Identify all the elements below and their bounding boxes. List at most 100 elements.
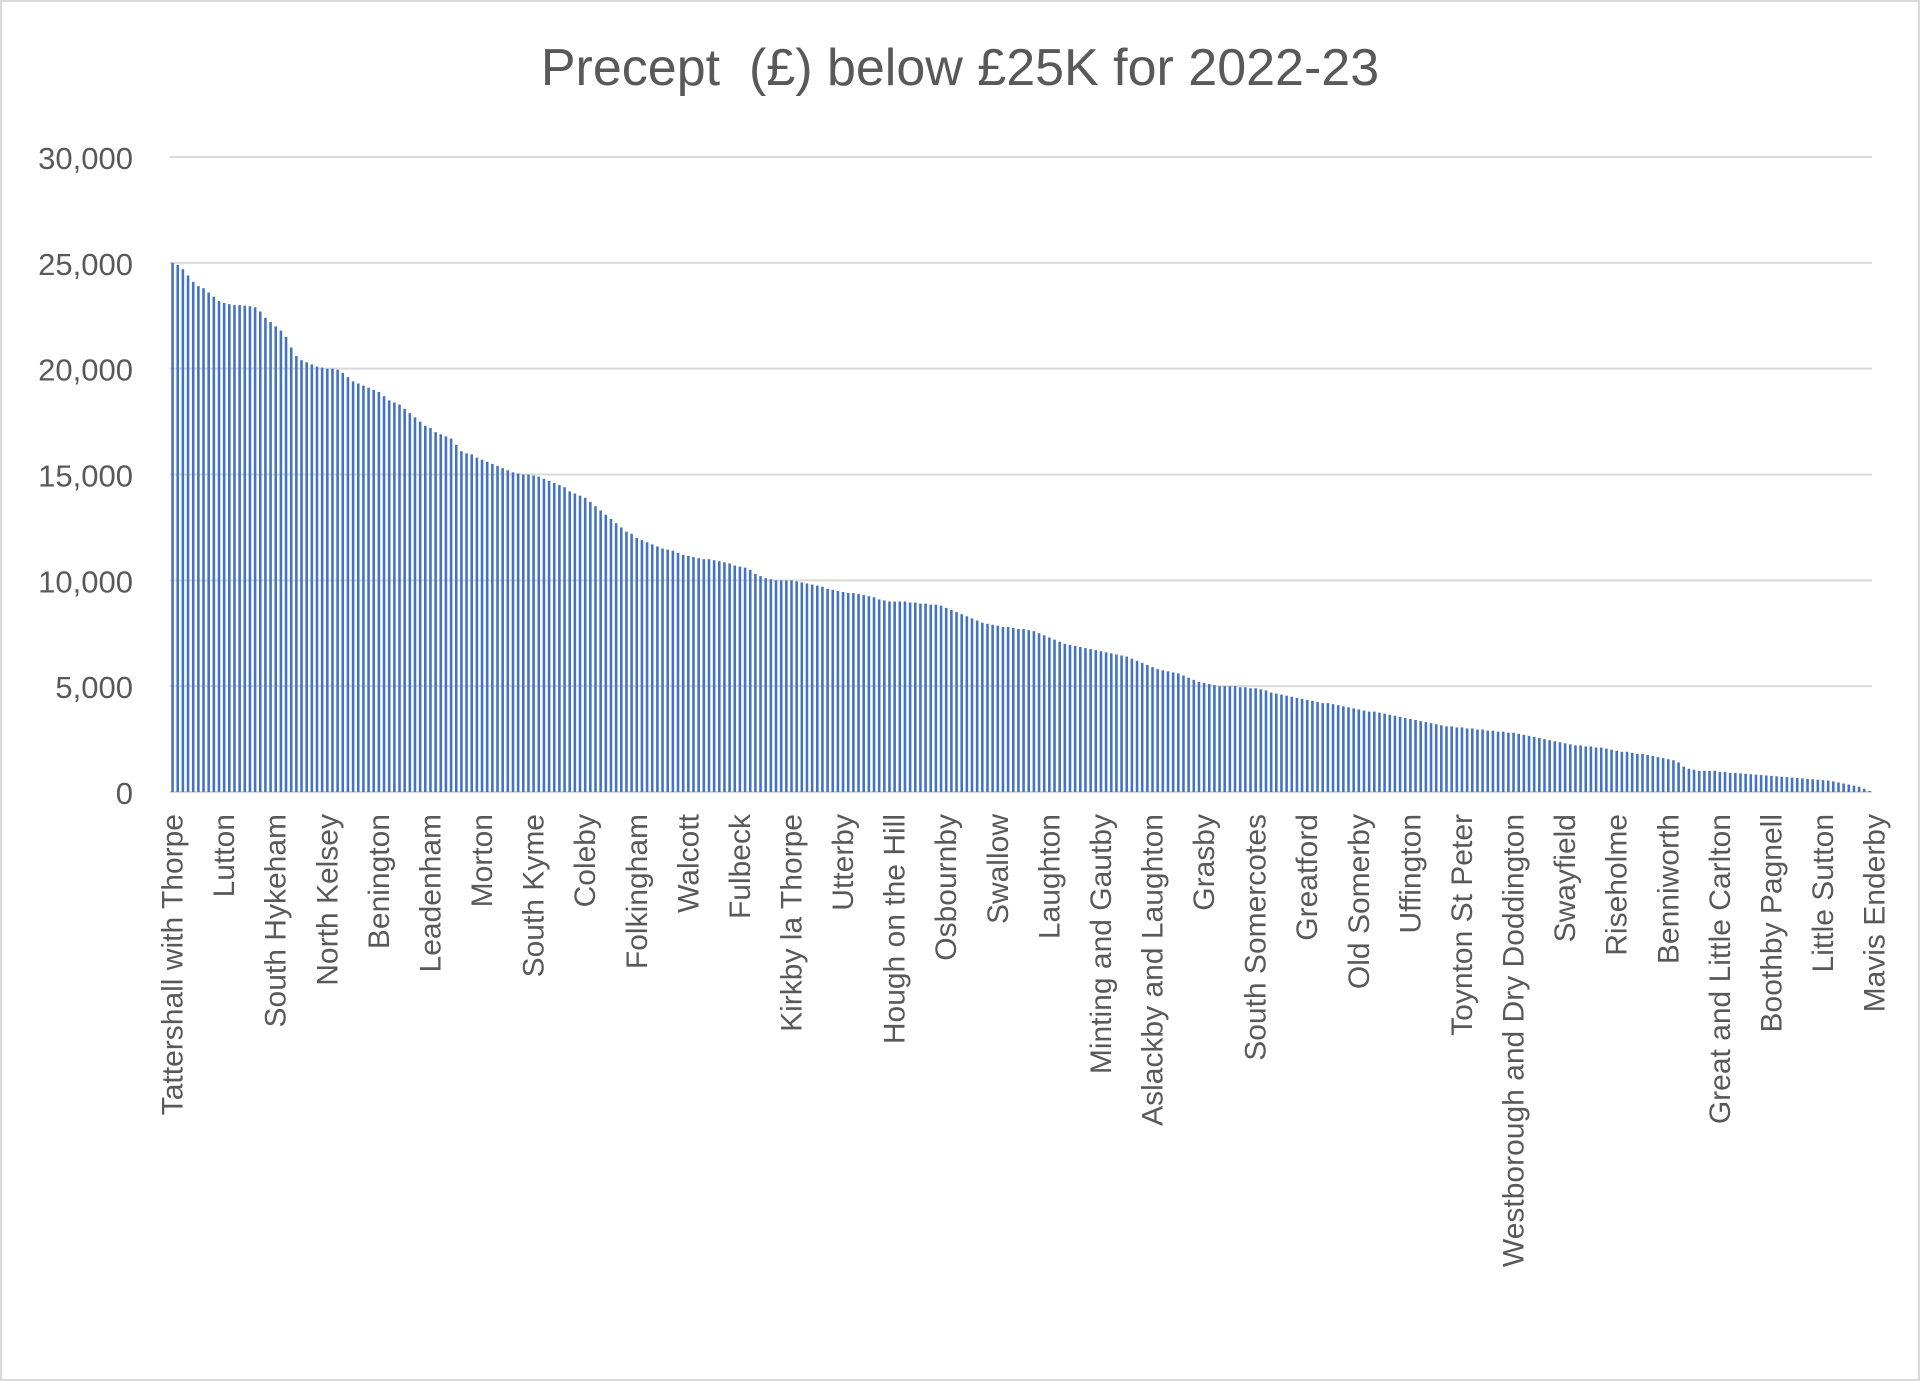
bar	[1847, 784, 1851, 792]
bar	[532, 475, 535, 792]
bar	[228, 304, 231, 792]
bar	[1764, 775, 1768, 792]
bar	[1543, 739, 1546, 792]
bar	[898, 601, 902, 792]
bar	[393, 402, 396, 792]
bar	[650, 544, 654, 792]
bar	[1806, 778, 1809, 792]
bar	[506, 470, 510, 792]
bar	[1770, 775, 1773, 792]
bar	[1393, 715, 1397, 792]
bar	[1780, 776, 1784, 792]
bar	[382, 396, 386, 792]
bar	[1022, 629, 1025, 792]
bar	[1120, 655, 1123, 792]
bar	[1548, 740, 1551, 792]
bar	[1048, 637, 1051, 792]
bar	[305, 362, 308, 792]
bar	[1682, 766, 1686, 792]
bar	[1599, 747, 1603, 792]
x-tick-label: Lutton	[208, 814, 241, 897]
bar	[1156, 669, 1159, 792]
bar	[1094, 650, 1098, 792]
bar	[1584, 746, 1588, 792]
y-axis-tick-labels: 0 5,000 10,000 15,000 20,000 25,000 30,000	[38, 141, 133, 811]
bar	[609, 518, 613, 792]
bar	[661, 548, 664, 792]
bar	[893, 601, 896, 792]
bar	[743, 567, 747, 792]
x-tick-label: Swayfield	[1549, 814, 1582, 942]
bar	[1811, 779, 1814, 792]
bar	[1305, 699, 1309, 792]
bar	[454, 444, 458, 792]
bar	[202, 288, 205, 792]
x-tick-label: Boothby Pagnell	[1755, 814, 1788, 1033]
y-tick-label: 5,000	[55, 670, 133, 705]
bar	[315, 366, 319, 792]
bar	[1424, 722, 1428, 792]
bar	[1218, 686, 1221, 792]
x-tick-label: South Hykeham	[260, 814, 293, 1027]
bar	[1300, 698, 1304, 792]
bar	[656, 546, 659, 792]
bar	[403, 408, 406, 792]
bar	[1311, 700, 1314, 792]
bar	[1687, 768, 1691, 792]
bar	[516, 473, 520, 792]
bar	[1496, 731, 1500, 792]
bar	[1532, 736, 1536, 792]
bar	[1476, 729, 1479, 792]
bar	[769, 579, 773, 792]
bar	[676, 552, 680, 792]
x-tick-label: Fulbeck	[724, 813, 757, 919]
bar	[1656, 757, 1660, 792]
bar	[841, 591, 845, 792]
bar	[212, 296, 216, 792]
bar	[1182, 675, 1185, 792]
bar	[1450, 726, 1453, 792]
bar	[1471, 728, 1474, 792]
bar	[913, 602, 917, 792]
bar	[666, 549, 669, 792]
bar	[681, 554, 685, 792]
x-tick-label: Uffington	[1394, 814, 1427, 934]
bar	[810, 584, 814, 792]
bar	[1826, 780, 1830, 792]
bar	[950, 609, 953, 792]
bar	[1084, 648, 1087, 792]
y-tick-label: 10,000	[38, 564, 133, 599]
bar	[883, 600, 886, 792]
bar	[289, 347, 293, 792]
bar	[171, 262, 174, 793]
bar	[846, 593, 850, 792]
bar	[1352, 708, 1355, 792]
bar	[465, 453, 468, 792]
bar	[346, 377, 350, 792]
x-tick-label: Tattershall with Thorpe	[157, 814, 190, 1115]
x-tick-label: Mavis Enderby	[1859, 814, 1892, 1012]
bar	[1553, 741, 1557, 792]
bar	[1434, 724, 1438, 792]
bar	[434, 432, 437, 792]
bar	[1672, 760, 1675, 792]
bar	[398, 404, 401, 792]
bar	[269, 322, 272, 792]
bar	[1445, 726, 1448, 792]
bar	[1290, 696, 1294, 792]
bar	[1744, 773, 1747, 792]
bar	[1455, 727, 1459, 792]
bar	[1754, 774, 1758, 792]
bar	[449, 438, 453, 792]
bar	[439, 434, 443, 792]
bar	[1125, 656, 1129, 792]
bar	[326, 368, 329, 792]
x-tick-label: South Kyme	[518, 814, 551, 977]
bar	[1223, 686, 1227, 792]
bar	[1419, 721, 1422, 792]
bar	[831, 589, 835, 792]
x-tick-label: Benington	[363, 814, 396, 949]
bar	[537, 476, 541, 792]
bar	[1197, 681, 1201, 792]
